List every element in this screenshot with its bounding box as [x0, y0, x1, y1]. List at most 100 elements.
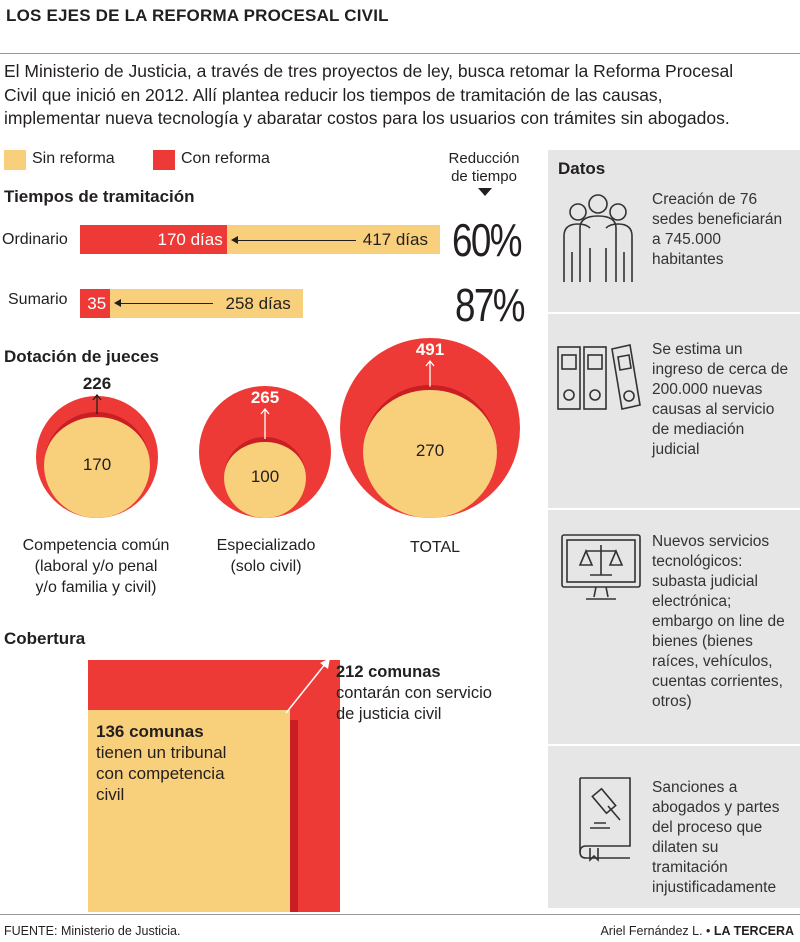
coverage-sin-line-2: con competencia: [96, 764, 225, 783]
intro-line-3: implementar nueva tecnología y abaratar …: [4, 108, 730, 128]
bar-arrow-line-sumario: [116, 303, 213, 304]
reduction-pct-sumario: 87%: [455, 279, 525, 331]
datos-item-2-line-2: ingreso de cerca de: [652, 361, 789, 378]
credit-author: Ariel Fernández L. •: [600, 924, 714, 938]
legend-label-con-reforma: Con reforma: [181, 150, 270, 167]
datos-item-3-line-2: tecnológicos:: [652, 553, 743, 570]
bar-category-sumario: Sumario: [8, 291, 68, 308]
coverage-area-sin-reforma: [88, 710, 290, 912]
bar-con-reforma-sumario: [80, 289, 111, 318]
datos-title: Datos: [558, 159, 606, 178]
bubble-label-comun: Competencia común (laboral y/o penal y/o…: [0, 535, 192, 598]
bar-con-reforma-ordinario: [80, 225, 227, 254]
coverage-con-text: 212 comunas contarán con servicio de jus…: [336, 662, 492, 725]
bubble-label-comun-1: Competencia común: [22, 537, 170, 554]
datos-item-1-line-1: Creación de 76: [652, 191, 758, 208]
datos-item-4-line-6: injustificadamente: [652, 879, 777, 896]
source-value: Ministerio de Justicia.: [57, 924, 181, 938]
datos-item-4-line-4: dilaten su: [652, 839, 719, 856]
bubble-sin-reforma-total: [363, 384, 497, 518]
section-title-cobertura: Cobertura: [4, 629, 86, 648]
bubble-label-especializado-2: (solo civil): [230, 558, 302, 575]
coverage-sin-strong: 136 comunas: [96, 722, 204, 741]
coverage-sin-line-3: civil: [96, 785, 125, 804]
bubble-label-especializado: Especializado (solo civil): [188, 535, 344, 577]
bubble-value-con-especializado: 265: [250, 387, 280, 407]
bar-label-con-reforma-ordinario: 170 días: [157, 230, 223, 249]
coverage-arrow-line: [285, 662, 327, 714]
bar-category-ordinario: Ordinario: [2, 231, 68, 248]
datos-item-3-line-7: raíces, vehículos,: [652, 653, 773, 670]
bubble-label-comun-3: y/o familia y civil): [35, 579, 157, 596]
page-title: LOS EJES DE LA REFORMA PROCESAL CIVIL: [6, 6, 389, 25]
datos-item-3-line-5: embargo on line de: [652, 613, 785, 630]
datos-item-2-line-1: Se estima un: [652, 341, 743, 358]
datos-item-2-line-5: de mediación: [652, 421, 745, 438]
bar-arrow-head-sumario: [114, 299, 122, 307]
bar-label-sin-reforma-sumario: 258 días: [225, 294, 291, 313]
datos-item-4-line-2: abogados y partes: [652, 799, 780, 816]
datos-item-1-line-4: habitantes: [652, 251, 724, 268]
gavel-book-icon: [579, 777, 631, 862]
source-note: FUENTE: Ministerio de Justicia.: [4, 924, 180, 938]
legend-swatch-con-reforma: [153, 150, 175, 170]
bubble-arrow-comun: [92, 393, 102, 415]
bubble-arrow-especializado: [260, 407, 270, 439]
source-label: FUENTE:: [4, 924, 58, 938]
datos-divider-2: [548, 508, 800, 510]
datos-item-3-line-3: subasta judicial: [652, 573, 758, 590]
reduction-header-line-1: Reducción: [448, 150, 520, 167]
bubble-arrow-head: [260, 407, 270, 415]
coverage-con-line-2: de justicia civil: [336, 705, 442, 723]
coverage-area-shadow: [289, 720, 298, 912]
coverage-sin-text: 136 comunas tienen un tribunal con compe…: [96, 721, 226, 805]
bubble-arrow-head: [425, 359, 435, 367]
bubble-value-sin-especializado: 100: [250, 467, 280, 487]
bar-label-sin-reforma-ordinario: 417 días: [362, 230, 428, 249]
people-group-icon: [563, 194, 633, 282]
bubble-arrow-svg: [260, 407, 270, 439]
section-title-tiempos: Tiempos de tramitación: [4, 187, 195, 206]
monitor-scales-icon: [561, 534, 641, 600]
reduction-pct-ordinario: 60%: [452, 214, 522, 266]
bubble-value-con-total: 491: [415, 340, 445, 359]
binders-icon: [557, 344, 641, 410]
datos-item-4-text: Sanciones a abogados y partes del proces…: [652, 778, 780, 898]
bar-label-con-reforma-sumario: 35: [87, 294, 107, 313]
bubble-arrow-total: [425, 359, 435, 387]
footer-divider: [0, 914, 800, 915]
datos-item-2-line-4: causas al servicio: [652, 401, 775, 418]
reduction-arrow-icon: [478, 188, 492, 196]
datos-item-3-line-9: otros): [652, 693, 692, 710]
bubble-value-con-comun: 226: [82, 373, 112, 393]
reduction-header-line-2: de tiempo: [451, 168, 517, 185]
datos-item-4-line-3: del proceso que: [652, 819, 763, 836]
intro-line-1: El Ministerio de Justicia, a través de t…: [4, 61, 734, 81]
datos-divider-3: [548, 744, 800, 746]
bubble-sin-reforma-especializado: [224, 436, 306, 518]
legend-label-sin-reforma: Sin reforma: [32, 150, 115, 167]
datos-item-3-line-6: bienes (bienes: [652, 633, 753, 650]
datos-item-2-line-6: judicial: [652, 441, 700, 458]
bubble-label-comun-2: (laboral y/o penal: [34, 558, 158, 575]
coverage-con-strong: 212 comunas: [336, 663, 441, 681]
datos-item-3-line-8: cuentas corrientes,: [652, 673, 783, 690]
datos-item-1-line-3: a 745.000: [652, 231, 721, 248]
datos-item-4-line-1: Sanciones a: [652, 779, 738, 796]
bar-arrow-head-ordinario: [230, 236, 238, 244]
datos-item-1-text: Creación de 76 sedes beneficiarán a 745.…: [652, 190, 782, 270]
datos-panel: Datos Creación de 76 sedes beneficiarán …: [548, 150, 800, 908]
legend-swatch-sin-reforma: [4, 150, 26, 170]
title-divider: [0, 53, 800, 54]
intro-line-2: Civil que inició en 2012. Allí plantea r…: [4, 84, 663, 105]
reduction-header: Reducción de tiempo: [438, 150, 530, 186]
bubble-value-sin-comun: 170: [82, 455, 112, 475]
intro-text: El Ministerio de Justicia, a través de t…: [4, 60, 796, 131]
datos-item-1-line-2: sedes beneficiarán: [652, 211, 783, 228]
section-title-dotacion: Dotación de jueces: [4, 347, 159, 366]
datos-item-3-text: Nuevos servicios tecnológicos: subasta j…: [652, 532, 785, 712]
datos-item-3-line-4: electrónica;: [652, 593, 732, 610]
bubble-arrow-svg: [92, 393, 102, 415]
bubble-value-sin-total: 270: [415, 441, 445, 461]
coverage-sin-line-1: tienen un tribunal: [96, 743, 227, 762]
